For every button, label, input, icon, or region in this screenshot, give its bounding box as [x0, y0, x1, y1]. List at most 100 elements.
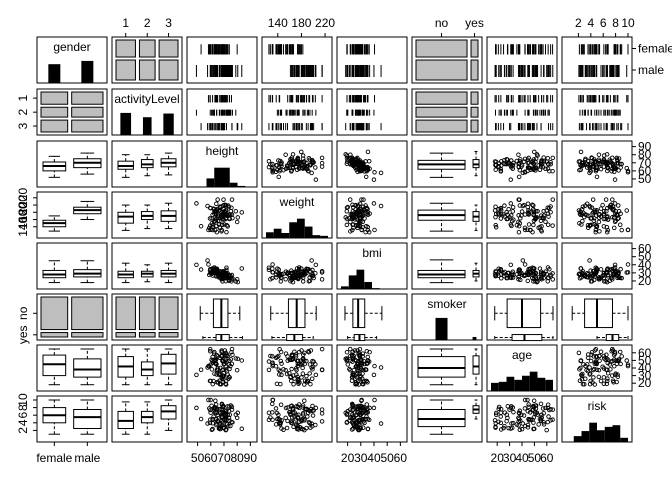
scatter-point	[608, 367, 613, 372]
scatter-point	[580, 371, 585, 377]
mosaic-tile	[415, 106, 468, 118]
scatter-point	[354, 167, 359, 172]
vbox	[417, 399, 466, 435]
scatter-point	[365, 224, 371, 230]
vbox	[117, 348, 134, 386]
right-tick-label: 50	[638, 250, 652, 264]
scatter-point	[224, 265, 229, 270]
scatter-point	[268, 162, 273, 167]
scatter-point	[283, 415, 288, 421]
hbox	[494, 334, 554, 342]
scatter-point	[205, 203, 210, 209]
scatter-point	[587, 170, 592, 176]
scatter-point	[538, 417, 544, 422]
scatter-point	[214, 406, 220, 412]
scatter-point	[365, 149, 371, 155]
scatter-point	[545, 211, 551, 216]
scatter-point	[522, 406, 528, 411]
scatter-point	[296, 349, 302, 355]
scatter-point	[516, 268, 521, 274]
scatter-point	[294, 358, 300, 364]
scatter-point	[365, 358, 371, 364]
top-tick-label: 2	[575, 16, 582, 30]
scatter-point	[519, 412, 524, 417]
left-tick-label: 220	[16, 187, 30, 207]
scatter-point	[289, 270, 295, 276]
scatter-point	[496, 164, 501, 170]
scatter-point	[222, 202, 227, 208]
histogram-bar	[537, 377, 546, 391]
scatter-point	[300, 275, 306, 280]
scatter-point	[344, 222, 350, 228]
scatter-point	[355, 209, 361, 214]
scatter-point	[357, 352, 363, 357]
scatter-point	[344, 208, 350, 214]
scatter-point	[363, 367, 368, 372]
left-tick-label: 180	[16, 202, 30, 222]
scatter-point	[313, 271, 318, 276]
scatter-point	[350, 357, 356, 362]
scatter-point	[214, 416, 219, 422]
histogram-bar	[581, 431, 590, 442]
scatter-point	[510, 162, 516, 168]
scatter-point	[209, 427, 215, 433]
scatter-point	[351, 222, 356, 227]
mosaic-tile	[138, 59, 156, 81]
histogram-bar	[604, 426, 613, 442]
scatter-point	[541, 420, 546, 425]
scatter-point	[220, 268, 226, 274]
vbox	[42, 215, 67, 232]
scatter-point	[205, 365, 210, 370]
scatter-point	[234, 367, 240, 373]
scatter-point	[598, 349, 604, 354]
scatter-point	[598, 166, 604, 172]
scatter-point	[590, 367, 596, 373]
scatter-point	[614, 268, 619, 274]
vbox	[472, 262, 480, 282]
scatter-point	[592, 382, 597, 387]
scatter-point	[345, 204, 351, 210]
scatter-point	[508, 201, 514, 206]
bottom-tick-label: 80	[230, 451, 244, 465]
scatter-point	[276, 158, 281, 163]
scatter-point	[226, 423, 231, 429]
scatter-point	[577, 378, 583, 384]
vbox	[73, 399, 102, 435]
scatter-point	[355, 365, 361, 371]
scatter-point	[355, 426, 361, 432]
vbox	[73, 260, 102, 284]
scatter-point	[239, 426, 245, 432]
scatter-point	[365, 406, 370, 412]
scatter-point	[579, 222, 584, 227]
histogram-bar	[222, 167, 230, 187]
top-tick-label: 3	[165, 16, 172, 30]
scatter-point	[273, 406, 279, 411]
scatter-point	[516, 161, 521, 167]
scatter-point	[580, 269, 586, 274]
scatter-point	[294, 367, 299, 373]
scatter-point	[349, 216, 355, 222]
bottom-tick-label: 30	[354, 451, 368, 465]
scatter-point	[205, 258, 210, 263]
scatter-point	[496, 268, 502, 274]
mosaic-tile	[415, 39, 468, 58]
scatter-point	[516, 174, 522, 180]
mosaic-tile	[115, 39, 136, 58]
scatter-point	[357, 410, 363, 416]
scatter-point	[350, 209, 356, 214]
scatter-point	[504, 275, 509, 281]
scatter-point	[300, 403, 306, 408]
mosaic-tile	[115, 59, 136, 81]
scatter-point	[365, 426, 371, 432]
scatter-point	[533, 403, 539, 408]
left-tick-label: no	[16, 306, 30, 320]
scatter-point	[534, 279, 540, 285]
top-tick-label: 2	[144, 16, 151, 30]
scatter-point	[596, 367, 602, 373]
vbox	[73, 348, 102, 386]
scatter-point	[300, 156, 306, 161]
scatter-point	[541, 422, 547, 427]
scatter-point	[597, 162, 602, 167]
scatter-point	[496, 406, 501, 412]
scatter-point	[268, 353, 273, 359]
